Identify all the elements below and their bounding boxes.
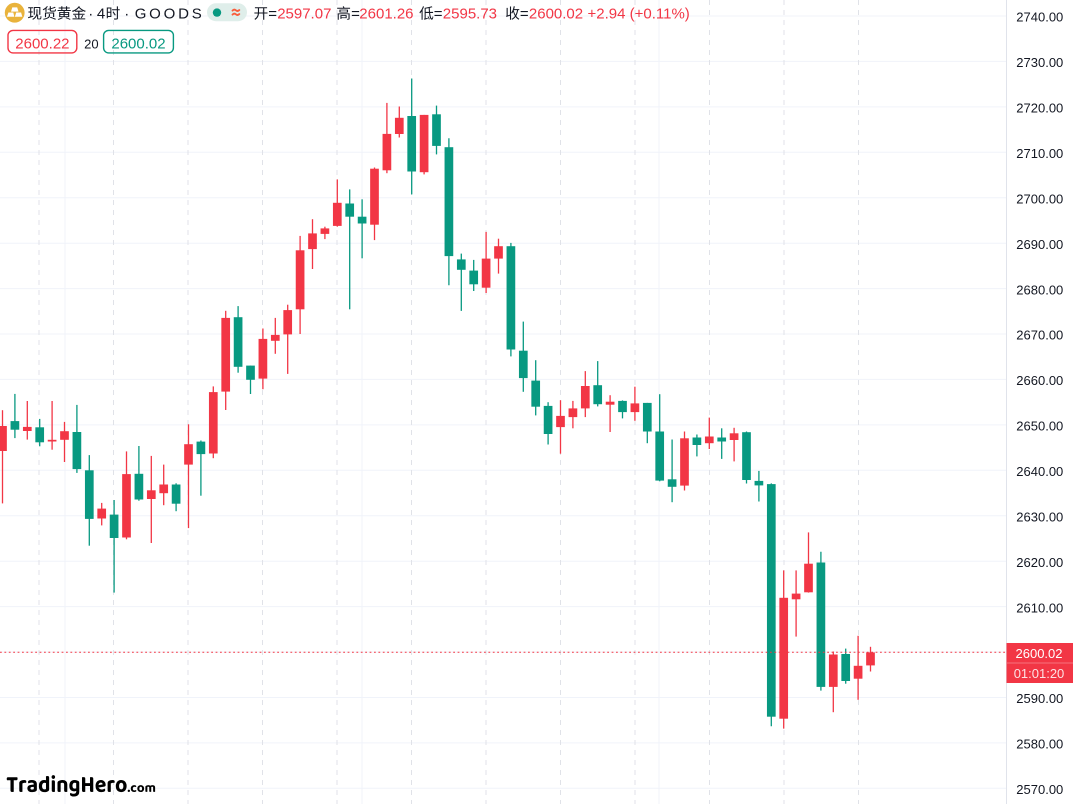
svg-text:01:01:20: 01:01:20 [1014,666,1065,681]
svg-text:2590.00: 2590.00 [1016,691,1063,706]
svg-text:2620.00: 2620.00 [1016,555,1063,570]
svg-text:2601.26: 2601.26 [359,6,413,23]
svg-text:2600.22: 2600.22 [15,36,69,53]
svg-text:2740.00: 2740.00 [1016,10,1063,25]
svg-text:2600.02: 2600.02 [529,6,583,23]
svg-text:2580.00: 2580.00 [1016,737,1063,752]
svg-text:GOODS: GOODS [135,6,205,23]
svg-text:20: 20 [84,37,98,52]
svg-text:=: = [268,6,277,23]
svg-text:2680.00: 2680.00 [1016,282,1063,297]
svg-text:2660.00: 2660.00 [1016,373,1063,388]
svg-text:=: = [351,6,360,23]
svg-text:2700.00: 2700.00 [1016,191,1063,206]
svg-text:2600.02: 2600.02 [1016,646,1063,661]
svg-text:2610.00: 2610.00 [1016,600,1063,615]
svg-text:=: = [520,6,529,23]
svg-text:·: · [124,6,129,23]
svg-text:2597.07: 2597.07 [277,6,331,23]
svg-text:2595.73: 2595.73 [443,6,497,23]
svg-text:2710.00: 2710.00 [1016,146,1063,161]
svg-text:4: 4 [97,6,105,23]
svg-text:2670.00: 2670.00 [1016,328,1063,343]
svg-text:2600.02: 2600.02 [111,36,165,53]
svg-text:=: = [434,6,443,23]
svg-text:2640.00: 2640.00 [1016,464,1063,479]
svg-text:2650.00: 2650.00 [1016,419,1063,434]
svg-text:2720.00: 2720.00 [1016,101,1063,116]
svg-text:2630.00: 2630.00 [1016,509,1063,524]
svg-text:2730.00: 2730.00 [1016,55,1063,70]
svg-text:·: · [88,6,93,23]
svg-text:2570.00: 2570.00 [1016,782,1063,797]
svg-text:+2.94 (+0.11%): +2.94 (+0.11%) [588,6,690,23]
svg-text:2690.00: 2690.00 [1016,237,1063,252]
